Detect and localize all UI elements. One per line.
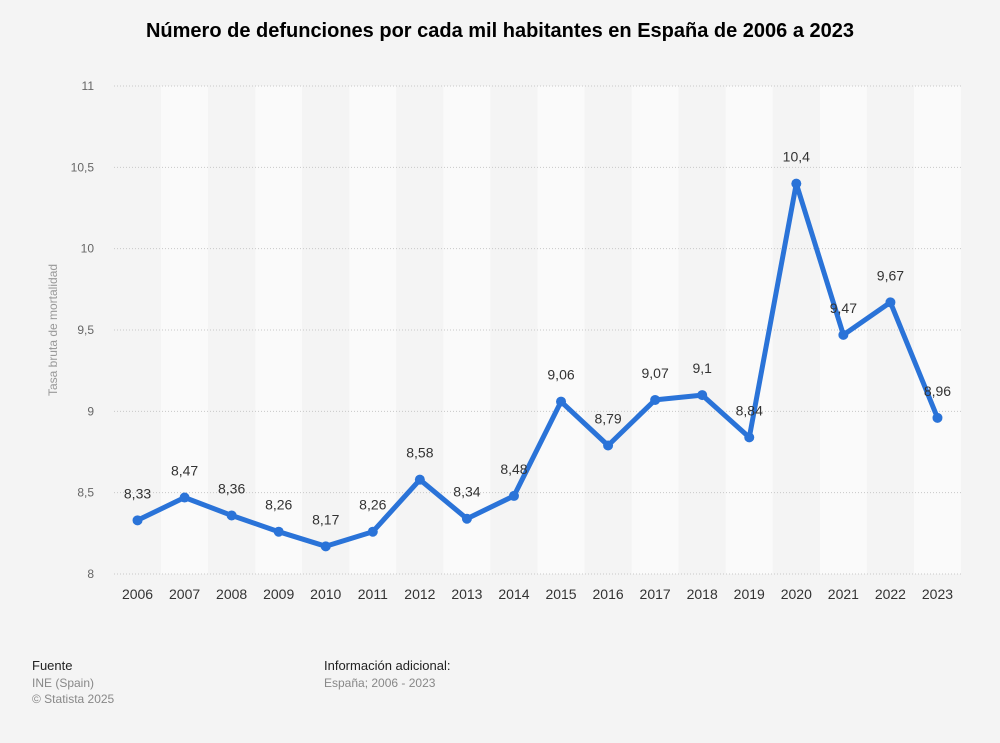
data-label-2016: 8,79 (594, 410, 621, 426)
x-tick-label: 2021 (828, 586, 859, 602)
data-label-2013: 8,34 (453, 484, 480, 500)
x-tick-label: 2017 (640, 586, 671, 602)
data-point-2009[interactable] (273, 526, 284, 537)
data-label-2014: 8,48 (500, 461, 527, 477)
chart-title: Número de defunciones por cada mil habit… (145, 20, 855, 42)
info-heading: Información adicional: (324, 658, 451, 673)
data-label-2022: 9,67 (877, 267, 904, 283)
data-point-2006[interactable] (132, 515, 143, 526)
y-tick-label: 8 (87, 567, 94, 581)
data-point-2012[interactable] (414, 474, 425, 485)
data-label-2018: 9,1 (692, 360, 712, 376)
data-point-2019[interactable] (744, 432, 755, 443)
x-tick-label: 2007 (169, 586, 200, 602)
data-point-2014[interactable] (508, 490, 519, 501)
x-axis-ticks: 2006 2007 2008 2009 2010 2011 2012 2013 2014 2015… (122, 586, 953, 602)
data-label-2015: 9,06 (547, 367, 574, 383)
x-tick-label: 2012 (404, 586, 435, 602)
y-tick-label: 11 (82, 79, 95, 93)
y-tick-label: 9,5 (77, 323, 94, 337)
data-point-2007[interactable] (179, 492, 190, 503)
y-axis-ticks: 8 8,5 9 9,5 10 10,5 11 (71, 79, 95, 581)
x-tick-label: 2008 (216, 586, 247, 602)
x-tick-label: 2011 (358, 586, 388, 602)
data-point-2018[interactable] (697, 390, 708, 401)
band-2019 (725, 86, 773, 574)
gridlines (114, 85, 961, 575)
data-point-2008[interactable] (226, 510, 237, 521)
data-point-2013[interactable] (461, 513, 472, 524)
data-point-2022[interactable] (885, 297, 896, 308)
data-point-2017[interactable] (650, 394, 661, 405)
y-tick-label: 8,5 (77, 486, 94, 500)
data-label-2010: 8,17 (312, 511, 339, 527)
data-label-2011: 8,26 (359, 497, 386, 513)
data-label-2023: 8,96 (924, 383, 951, 399)
band-2017 (631, 86, 679, 574)
x-tick-label: 2006 (122, 586, 153, 602)
data-label-2019: 8,84 (736, 402, 763, 418)
y-axis-label: Tasa bruta de mortalidad (46, 263, 60, 397)
info-text: España; 2006 - 2023 (324, 676, 436, 690)
data-point-2020[interactable] (791, 178, 802, 189)
copyright-text[interactable]: © Statista 2025 (32, 692, 115, 706)
data-point-2011[interactable] (367, 526, 378, 537)
data-label-2008: 8,36 (218, 480, 245, 496)
data-label-2007: 8,47 (171, 463, 198, 479)
x-tick-label: 2018 (687, 586, 718, 602)
x-tick-label: 2023 (922, 586, 953, 602)
data-label-2017: 9,07 (642, 365, 669, 381)
data-point-2021[interactable] (838, 329, 849, 340)
band-2016 (584, 86, 632, 574)
x-tick-label: 2009 (263, 586, 294, 602)
x-tick-label: 2015 (545, 586, 576, 602)
data-point-2010[interactable] (320, 541, 331, 552)
y-tick-label: 9 (87, 404, 94, 418)
data-point-2015[interactable] (556, 396, 567, 407)
series-line (135, 181, 940, 549)
source-text[interactable]: INE (Spain) (32, 676, 95, 690)
series-deaths-rate (132, 178, 943, 552)
data-label-2020: 10,4 (783, 149, 810, 165)
x-tick-label: 2016 (593, 586, 624, 602)
data-label-2009: 8,26 (265, 497, 292, 513)
data-label-2006: 8,33 (124, 485, 151, 501)
y-tick-label: 10 (81, 242, 95, 256)
data-point-2016[interactable] (603, 440, 614, 451)
data-label-2021: 9,47 (830, 300, 857, 316)
x-tick-label: 2010 (310, 586, 341, 602)
band-2013 (443, 86, 491, 574)
y-tick-label: 10,5 (71, 160, 95, 174)
x-tick-label: 2022 (875, 586, 906, 602)
x-tick-label: 2020 (781, 586, 812, 602)
data-label-2012: 8,58 (406, 445, 433, 461)
x-tick-label: 2013 (451, 586, 482, 602)
band-2010 (302, 86, 350, 574)
x-tick-label: 2019 (734, 586, 765, 602)
x-tick-label: 2014 (498, 586, 529, 602)
data-point-2023[interactable] (932, 412, 943, 423)
data-labels: 8,33 8,47 8,36 8,26 8,17 8,26 8,58 8,34 8,48 9,06… (124, 149, 951, 528)
source-heading: Fuente (32, 658, 73, 673)
